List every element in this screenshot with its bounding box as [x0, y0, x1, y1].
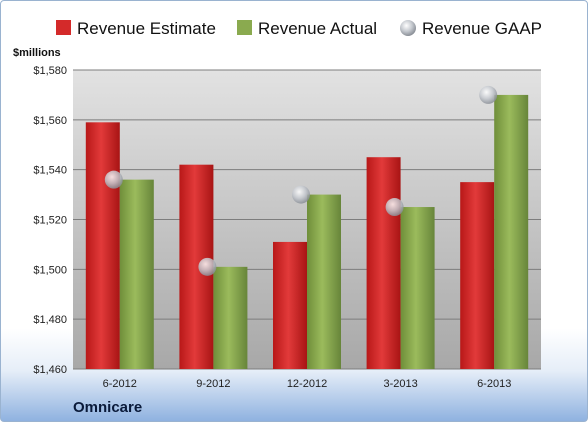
actual-bar — [400, 207, 435, 369]
y-tick-label: $1,580 — [33, 65, 67, 77]
estimate-bar — [366, 157, 401, 369]
y-tick-label: $1,540 — [33, 165, 67, 177]
legend-label-actual: Revenue Actual — [258, 19, 377, 38]
legend: Revenue Estimate Revenue Actual Revenue … — [56, 19, 542, 38]
y-tick-label: $1,520 — [33, 215, 67, 227]
y-axis-unit-label: $millions — [13, 47, 61, 59]
legend-label-estimate: Revenue Estimate — [77, 19, 216, 38]
x-category-label: 9-2012 — [196, 378, 230, 390]
y-axis-ticks: $1,460 $1,480 $1,500 $1,520 $1,540 $1,560 $1,5… — [33, 65, 67, 376]
legend-swatch-gaap — [400, 20, 416, 36]
estimate-bar — [460, 182, 495, 369]
actual-bar — [119, 179, 154, 369]
legend-swatch-estimate — [56, 20, 71, 35]
y-tick-label: $1,460 — [33, 364, 67, 376]
x-category-label: 12-2012 — [287, 378, 327, 390]
gaap-point — [104, 170, 123, 189]
bars — [85, 94, 529, 370]
x-category-label: 6-2013 — [477, 378, 511, 390]
y-tick-label: $1,560 — [33, 115, 67, 127]
gaap-points — [104, 85, 498, 276]
legend-swatch-actual — [237, 20, 252, 35]
estimate-bar — [85, 122, 120, 369]
gaap-point — [198, 257, 217, 276]
y-tick-label: $1,480 — [33, 314, 67, 326]
legend-label-gaap: Revenue GAAP — [422, 19, 542, 38]
actual-bar — [213, 266, 248, 369]
company-label: Omnicare — [73, 399, 142, 416]
x-axis-labels: 6-2012 9-2012 12-2012 3-2013 6-2013 — [103, 378, 512, 390]
gaap-point — [385, 198, 404, 217]
estimate-bar — [273, 241, 307, 369]
y-tick-label: $1,500 — [33, 264, 67, 276]
gaap-point — [292, 185, 310, 204]
gaap-point — [479, 85, 498, 104]
actual-bar — [307, 194, 341, 369]
x-category-label: 6-2012 — [103, 378, 137, 390]
actual-bar — [494, 94, 529, 370]
x-category-label: 3-2013 — [383, 378, 417, 390]
